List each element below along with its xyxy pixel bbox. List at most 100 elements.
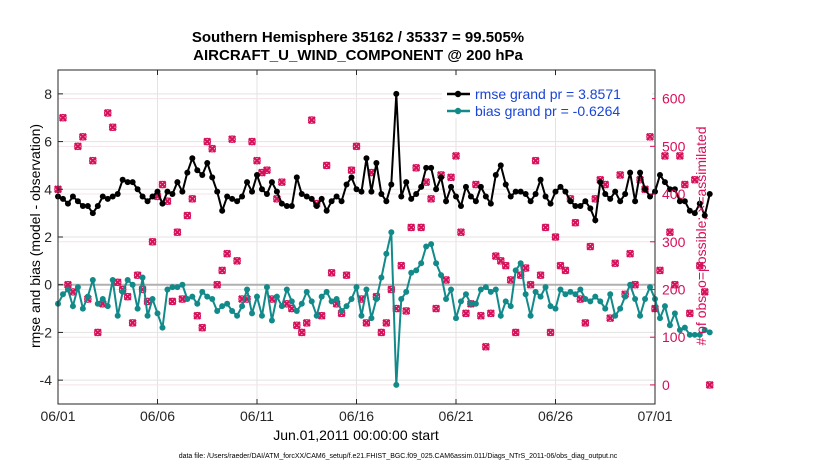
obs-possible-marker: [74, 142, 82, 151]
bias-point: [433, 260, 440, 267]
obs-assimilated-marker: [183, 211, 192, 220]
obs-assimilated-marker: [432, 304, 441, 313]
rmse-point: [681, 198, 688, 205]
rmse-point: [184, 169, 191, 176]
obs-possible-marker: [616, 171, 624, 179]
bias-point: [134, 305, 141, 312]
rmse-point: [428, 164, 435, 171]
bias-point: [363, 286, 370, 293]
bias-point: [572, 291, 579, 298]
obs-possible-marker: [417, 223, 425, 232]
bias-point: [467, 300, 474, 307]
obs-possible-marker: [581, 319, 590, 327]
obs-possible-marker: [297, 328, 306, 337]
obs-assimilated-marker: [690, 175, 699, 184]
bias-point: [94, 300, 101, 307]
bias-point: [502, 298, 509, 305]
bias-point: [234, 312, 241, 319]
rmse-point: [562, 188, 569, 195]
obs-assimilated-marker: [541, 223, 550, 232]
obs-assimilated-marker: [481, 342, 490, 351]
y-tick-label: -2: [40, 324, 53, 340]
data-file-footer: data file: /Users/raeder/DAI/ATM_forcXX/…: [179, 453, 618, 460]
obs-assimilated-marker: [670, 280, 679, 289]
rmse-point: [129, 179, 136, 186]
obs-assimilated-marker: [536, 271, 545, 280]
bias-point: [701, 327, 708, 334]
obs-possible-marker: [586, 242, 595, 251]
bias-point: [64, 286, 71, 293]
rmse-point: [318, 195, 325, 202]
obs-assimilated-marker: [655, 266, 664, 275]
obs-possible-marker: [148, 237, 157, 246]
rmse-point: [59, 195, 66, 202]
bias-point: [268, 317, 275, 324]
obs-assimilated-marker: [193, 311, 202, 320]
rmse-point: [393, 90, 400, 97]
x-tick-label: 06/11: [240, 408, 274, 424]
obs-assimilated-marker: [123, 292, 132, 301]
bias-point: [144, 312, 151, 319]
rmse-point: [472, 198, 479, 205]
rmse-point: [577, 202, 584, 209]
rmse-point: [254, 171, 260, 178]
rmse-point: [209, 174, 216, 181]
x-tick-label: 06/21: [438, 408, 473, 424]
bias-point: [338, 307, 345, 314]
obs-possible-marker: [387, 285, 396, 294]
rmse-point: [587, 205, 594, 212]
rmse-point: [99, 193, 106, 200]
rmse-point: [492, 171, 499, 178]
obs-assimilated-marker: [675, 151, 684, 160]
rmse-point: [244, 179, 251, 186]
obs-possible-marker: [307, 116, 316, 124]
rmse-point: [686, 207, 693, 214]
bias-point: [418, 260, 425, 267]
obs-assimilated-marker: [447, 173, 456, 182]
obs-possible-marker: [168, 297, 177, 306]
obs-assimilated-marker: [561, 266, 570, 275]
obs-possible-marker: [158, 180, 167, 189]
bias-point: [209, 296, 216, 303]
obs-possible-marker: [123, 292, 132, 301]
rmse-point: [219, 207, 226, 214]
rmse-point: [278, 200, 285, 207]
rmse-point: [64, 200, 71, 207]
bias-point: [527, 312, 534, 319]
rmse-point: [144, 198, 151, 205]
obs-possible-marker: [103, 109, 112, 117]
obs-assimilated-marker: [347, 166, 356, 175]
obs-assimilated-marker: [342, 271, 351, 280]
rmse-point: [676, 198, 683, 205]
rmse-point: [398, 193, 405, 200]
obs-assimilated-marker: [486, 309, 495, 318]
rmse-point: [154, 188, 161, 195]
bias-point: [587, 298, 594, 305]
rmse-point: [303, 193, 310, 200]
y-tick-label: 4: [44, 181, 52, 197]
obs-possible-marker: [228, 135, 236, 143]
rmse-point: [224, 193, 231, 200]
rmse-point: [512, 188, 519, 195]
rmse-point: [234, 198, 241, 205]
obs-assimilated-marker: [680, 180, 689, 189]
obs-possible-marker: [188, 195, 197, 203]
obs-possible-marker: [412, 164, 421, 172]
bias-point: [254, 293, 260, 300]
obs-assimilated-marker: [581, 318, 590, 327]
obs-assimilated-marker: [148, 237, 157, 246]
obs-assimilated-marker: [506, 275, 515, 284]
bias-point: [457, 298, 464, 305]
obs-possible-marker: [705, 381, 714, 389]
obs-assimilated-marker: [705, 380, 714, 389]
obs-assimilated-marker: [203, 137, 212, 146]
bias-point: [686, 331, 693, 338]
bias-point: [443, 296, 450, 303]
x-tick-label: 06/06: [140, 408, 175, 424]
rmse-point: [378, 191, 385, 198]
bias-point: [642, 296, 649, 303]
obs-possible-marker: [183, 211, 192, 220]
bias-point: [348, 296, 355, 303]
obs-possible-marker: [322, 161, 331, 170]
